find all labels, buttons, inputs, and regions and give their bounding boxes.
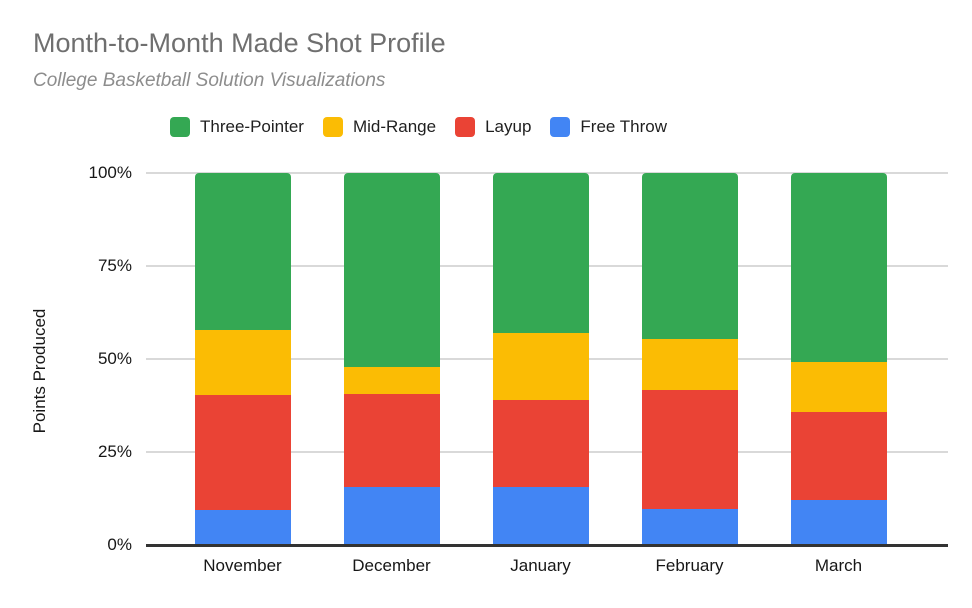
layup-swatch-icon: [455, 117, 476, 137]
bar-december-segment-layup[interactable]: [343, 393, 440, 487]
legend-label-three-pointer: Three-Pointer: [200, 117, 304, 136]
bar-march-segment-three-pointer[interactable]: [790, 173, 887, 362]
legend-item-three-pointer[interactable]: Three-Pointer: [170, 117, 304, 137]
bar-november-segment-mid-range[interactable]: [194, 329, 291, 396]
bar-november-segment-three-pointer[interactable]: [194, 173, 291, 330]
bar-march-segment-mid-range[interactable]: [790, 361, 887, 412]
y-axis-tick-label-25-: 25%: [97, 442, 132, 461]
legend: Three-Pointer Mid-Range Layup Free Throw: [170, 117, 667, 137]
bar-january-segment-free-throw[interactable]: [492, 487, 589, 545]
free-throw-swatch-icon: [550, 117, 571, 137]
legend-label-free-throw: Free Throw: [580, 117, 668, 136]
bar-february-segment-layup[interactable]: [641, 390, 738, 509]
x-axis-label-december: December: [352, 556, 431, 575]
bar-march-segment-free-throw[interactable]: [790, 500, 887, 545]
bar-february-segment-three-pointer[interactable]: [641, 173, 738, 339]
bar-november-segment-free-throw[interactable]: [194, 509, 291, 545]
legend-label-mid-range: Mid-Range: [352, 117, 437, 136]
chart-subtitle: College Basketball Solution Visualizatio…: [33, 70, 386, 91]
x-axis-label-november: November: [203, 556, 282, 575]
legend-item-layup[interactable]: Layup: [455, 117, 531, 137]
bar-january-segment-mid-range[interactable]: [492, 332, 589, 400]
mid-range-swatch-icon: [322, 117, 343, 137]
y-axis-tick-label-75-: 75%: [97, 256, 132, 275]
three-pointer-swatch-icon: [170, 117, 190, 137]
bar-january-segment-three-pointer[interactable]: [492, 173, 589, 333]
bar-december-segment-mid-range[interactable]: [343, 367, 440, 394]
legend-label-layup: Layup: [485, 117, 532, 136]
x-axis-label-february: February: [655, 556, 724, 575]
y-axis-tick-label-100-: 100%: [88, 163, 132, 182]
bar-february-segment-mid-range[interactable]: [641, 338, 738, 391]
bar-january-segment-layup[interactable]: [492, 399, 589, 488]
bar-february-segment-free-throw[interactable]: [641, 508, 738, 545]
x-axis-label-january: January: [510, 556, 571, 575]
chart-title: Month-to-Month Made Shot Profile: [33, 28, 446, 58]
legend-item-mid-range[interactable]: Mid-Range: [322, 117, 437, 137]
bar-march-segment-layup[interactable]: [790, 411, 887, 501]
y-axis-tick-label-50-: 50%: [97, 349, 132, 368]
x-axis-label-march: March: [814, 556, 863, 575]
legend-item-free-throw[interactable]: Free Throw: [550, 117, 667, 137]
bar-december-segment-free-throw[interactable]: [343, 486, 440, 545]
x-axis-line: [146, 544, 948, 547]
bar-november-segment-layup[interactable]: [194, 395, 291, 510]
bar-december-segment-three-pointer[interactable]: [343, 173, 440, 368]
y-axis-tick-label-0-: 0%: [107, 535, 132, 554]
